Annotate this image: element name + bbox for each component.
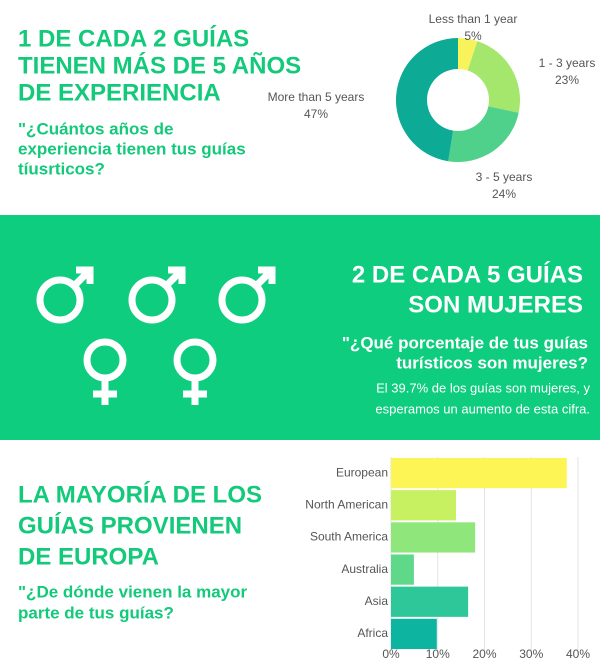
question-line: tíusrticos? <box>18 159 105 178</box>
slice-value: 47% <box>304 107 328 121</box>
y-tick-label: South America <box>310 530 388 544</box>
heading-line: DE EXPERIENCIA <box>18 79 221 106</box>
question-line: parte de tus guías? <box>18 603 174 622</box>
bar <box>391 586 469 617</box>
slice-label: Less than 1 year <box>429 12 518 26</box>
heading-line: 1 DE CADA 2 GUÍAS <box>18 24 249 52</box>
slice-label: 3 - 5 years <box>476 170 533 184</box>
donut-slice <box>396 38 458 162</box>
x-tick-label: 20% <box>472 647 496 661</box>
heading-line: DE EUROPA <box>18 543 159 570</box>
question-line: turísticos son mujeres? <box>396 353 588 372</box>
heading-line: TIENEN MÁS DE 5 AÑOS <box>18 51 301 79</box>
bar <box>391 457 567 489</box>
y-tick-label: Australia <box>341 562 388 576</box>
x-tick-label: 0% <box>382 647 400 661</box>
female-icons <box>83 338 217 405</box>
bar <box>391 522 476 553</box>
bar <box>391 618 437 650</box>
body-line: El 39.7% de los guías son mujeres, y <box>376 380 590 395</box>
green-band <box>0 215 600 440</box>
heading-line: SON MUJERES <box>408 291 583 318</box>
heading-line: GUÍAS PROVIENEN <box>18 511 242 539</box>
y-tick-label: European <box>336 465 388 479</box>
donut-slice <box>448 106 519 162</box>
slice-value: 24% <box>492 187 516 201</box>
male-icons <box>36 266 276 324</box>
bar <box>391 490 456 521</box>
heading-line: LA MAYORÍA DE LOS <box>18 480 262 508</box>
question-line: "¿Cuántos años de <box>18 119 173 138</box>
question-line: "¿Qué porcentaje de tus guías <box>342 333 588 352</box>
slice-value: 5% <box>464 29 482 43</box>
body-line: esperamos un aumento de esta cifra. <box>375 401 590 416</box>
y-tick-label: Africa <box>357 626 388 640</box>
bar <box>391 554 414 585</box>
slice-label: 1 - 3 years <box>539 56 596 70</box>
donut-slice <box>467 41 520 113</box>
donut-slice <box>458 38 478 71</box>
slice-value: 23% <box>555 73 579 87</box>
question-line: "¿De dónde vienen la mayor <box>18 582 248 601</box>
x-tick-label: 30% <box>519 647 543 661</box>
y-tick-label: North American <box>305 497 388 511</box>
slice-label: More than 5 years <box>268 90 365 104</box>
x-tick-label: 40% <box>566 647 590 661</box>
heading-line: 2 DE CADA 5 GUÍAS <box>352 260 583 288</box>
question-line: experiencia tienen tus guías <box>18 139 246 158</box>
y-tick-label: Asia <box>365 594 389 608</box>
x-tick-label: 10% <box>426 647 450 661</box>
